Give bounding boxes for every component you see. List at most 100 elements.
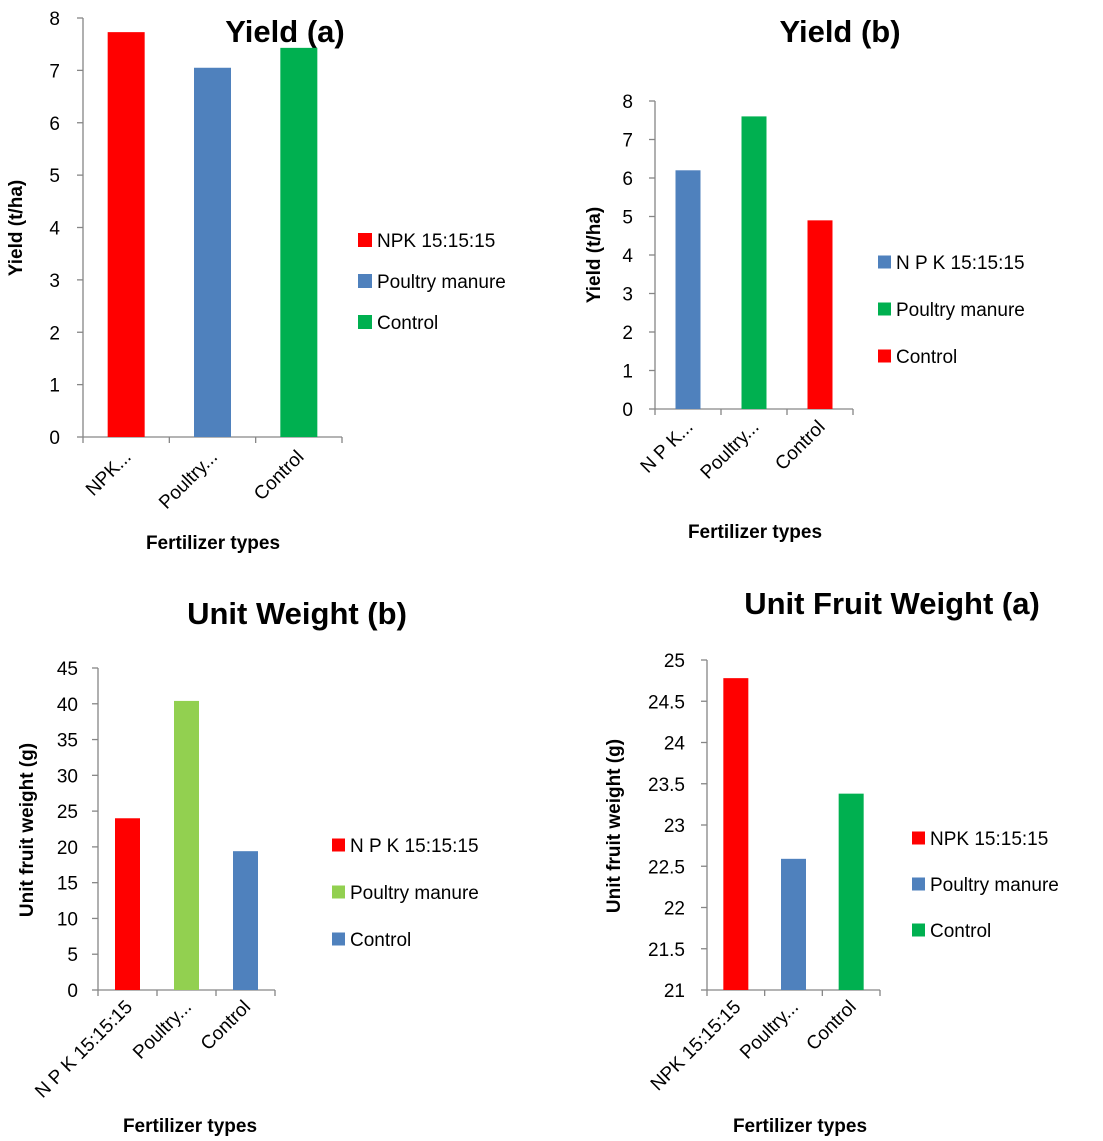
y-tick-label: 21	[664, 981, 685, 1002]
chart-title: Yield (a)	[225, 14, 344, 49]
legend: N P K 15:15:15 Poultry manure Control	[332, 836, 479, 951]
y-tick-label: 5	[622, 208, 633, 229]
x-category-label: Control	[803, 997, 861, 1055]
y-tick-label: 25	[57, 802, 78, 823]
y-tick-label: 1	[622, 362, 633, 383]
y-tick-label: 4	[622, 246, 633, 267]
y-axis-label: Yield (t/ha)	[6, 180, 27, 276]
bar-3	[838, 793, 864, 990]
bar-2	[741, 116, 767, 410]
y-tick-label: 5	[49, 166, 60, 187]
y-axis-label: Unit fruit weight (g)	[604, 739, 625, 913]
y-tick-label: 24	[664, 734, 686, 755]
bar-3	[807, 220, 833, 409]
y-tick-label: 0	[67, 981, 78, 1002]
bar-3	[280, 47, 318, 437]
x-category-label: Control	[250, 447, 308, 505]
chart-3: Unit Weight (b) 0 5 10 15 20 25 30 35 40 45 Unit fr…	[17, 596, 479, 1137]
legend-swatch	[878, 302, 891, 316]
bar-1	[115, 818, 140, 990]
legend-label: Poultry manure	[377, 272, 506, 293]
y-tick-label: 22.5	[648, 857, 685, 878]
x-axis-label: Fertilizer types	[123, 1116, 257, 1137]
y-tick-label: 35	[57, 731, 78, 752]
legend-swatch	[878, 349, 891, 363]
y-axis-label: Unit fruit weight (g)	[17, 743, 38, 917]
y-tick-label: 30	[57, 766, 78, 787]
y-tick-label: 0	[49, 428, 60, 449]
y-tick-label: 24.5	[648, 692, 685, 713]
bar-2	[194, 67, 231, 437]
legend: NPK 15:15:15 Poultry manure Control	[358, 231, 506, 334]
y-tick-label: 2	[49, 323, 60, 344]
y-tick-label: 2	[622, 323, 633, 344]
x-axis-label: Fertilizer types	[688, 522, 822, 543]
legend-swatch	[332, 932, 345, 946]
legend-label: Control	[896, 347, 957, 368]
y-axis-label: Yield (t/ha)	[584, 207, 605, 303]
y-tick-label: 5	[67, 945, 78, 966]
bar-1	[107, 32, 145, 438]
bar-2	[781, 858, 806, 990]
x-category-label: NPK...	[82, 447, 136, 501]
y-tick-label: 1	[49, 376, 60, 397]
legend: NPK 15:15:15 Poultry manure Control	[912, 829, 1059, 942]
y-tick-label: 7	[49, 61, 60, 82]
x-category-label: N P K...	[637, 417, 698, 478]
legend-label: Poultry manure	[350, 883, 479, 904]
y-tick-label: 15	[57, 874, 78, 895]
legend-label: Control	[377, 313, 438, 334]
y-tick-label: 23	[664, 816, 685, 837]
legend-swatch	[878, 255, 891, 269]
y-tick-label: 23.5	[648, 775, 685, 796]
legend-swatch	[358, 233, 372, 247]
y-tick-label: 20	[57, 838, 78, 859]
legend-label: Control	[930, 921, 991, 942]
y-tick-label: 0	[622, 400, 633, 421]
legend-label: Poultry manure	[896, 300, 1025, 321]
chart-4: Unit Fruit Weight (a) 21 21.5 22 22.5 23 23.5 2…	[604, 586, 1059, 1137]
legend-swatch	[912, 877, 925, 891]
chart-title: Unit Fruit Weight (a)	[744, 586, 1040, 621]
legend-label: N P K 15:15:15	[896, 253, 1025, 274]
legend: N P K 15:15:15 Poultry manure Control	[878, 253, 1025, 368]
chart-title: Yield (b)	[779, 14, 900, 49]
legend-swatch	[332, 885, 345, 899]
bar-1	[723, 678, 749, 990]
y-tick-label: 10	[57, 909, 78, 930]
x-category-label: Poultry...	[697, 417, 764, 484]
y-tick-label: 4	[49, 219, 60, 240]
y-tick-label: 3	[49, 271, 60, 292]
legend-label: Poultry manure	[930, 875, 1059, 896]
x-category-label: Poultry...	[155, 447, 222, 514]
x-axis-label: Fertilizer types	[733, 1116, 867, 1137]
y-tick-label: 21.5	[648, 940, 685, 961]
x-category-label: N P K 15:15:15	[31, 997, 137, 1103]
y-tick-label: 22	[664, 899, 685, 920]
x-category-label: Control	[197, 997, 255, 1055]
legend-label: NPK 15:15:15	[377, 231, 495, 252]
x-category-label: Poultry...	[129, 997, 196, 1064]
legend-label: Control	[350, 930, 411, 951]
legend-swatch	[912, 831, 925, 845]
x-category-label: NPK 15:15:15	[647, 997, 746, 1096]
y-tick-label: 25	[664, 651, 685, 672]
bar-2	[174, 700, 199, 990]
bar-1	[675, 170, 701, 409]
y-tick-label: 7	[622, 131, 633, 152]
x-axis-label: Fertilizer types	[146, 533, 280, 554]
legend-swatch	[358, 315, 372, 329]
x-category-label: Control	[771, 417, 829, 475]
legend-swatch	[358, 274, 372, 288]
legend-label: N P K 15:15:15	[350, 836, 479, 857]
x-category-label: Poultry...	[736, 997, 803, 1064]
legend-swatch	[912, 923, 925, 937]
chart-1: Yield (a) 0 1 2 3 4 5 6 7 8 Yield (t/ha) NPK... Poul…	[6, 9, 506, 554]
legend-label: NPK 15:15:15	[930, 829, 1048, 850]
y-tick-label: 45	[57, 659, 78, 680]
chart-title: Unit Weight (b)	[187, 596, 407, 631]
y-tick-label: 6	[622, 169, 633, 190]
y-tick-label: 8	[49, 9, 60, 30]
